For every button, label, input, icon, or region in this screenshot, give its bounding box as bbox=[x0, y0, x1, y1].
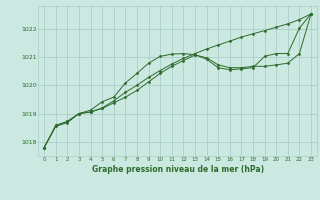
X-axis label: Graphe pression niveau de la mer (hPa): Graphe pression niveau de la mer (hPa) bbox=[92, 165, 264, 174]
